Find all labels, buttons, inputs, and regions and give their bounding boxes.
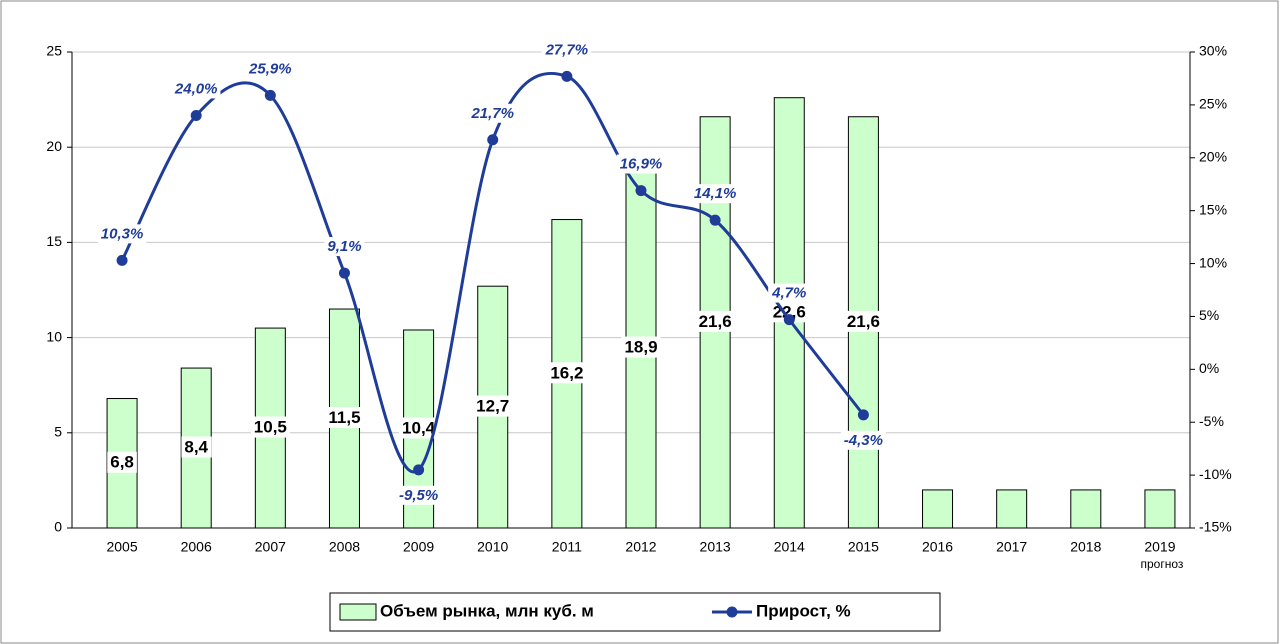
- y2-tick-label: 15%: [1199, 201, 1227, 217]
- line-value-label-bg: [324, 237, 365, 257]
- x-annotation: прогноз: [1140, 557, 1183, 571]
- y2-tick-label: 0%: [1199, 360, 1219, 376]
- y-tick-label: 10: [46, 328, 62, 344]
- line-value-label: 4,7%: [771, 285, 806, 302]
- bar-value-label-bg: [107, 451, 137, 473]
- x-tick-label: 2009: [403, 539, 434, 555]
- y2-tick-label: 5%: [1199, 307, 1219, 323]
- legend-label: Объем рынка, млн куб. м: [380, 601, 594, 620]
- legend-marker: [726, 606, 738, 618]
- legend-swatch: [339, 603, 377, 621]
- y-tick-label: 5: [54, 424, 62, 440]
- line-value-label: 25,9%: [248, 60, 292, 77]
- x-tick-label: 2006: [181, 539, 212, 555]
- y2-tick-label: 20%: [1199, 148, 1227, 164]
- y-tick-label: 20: [46, 138, 62, 154]
- y2-tick-label: -5%: [1199, 413, 1224, 429]
- bar-value-label: 11,5: [328, 408, 360, 427]
- x-tick-label: 2010: [477, 539, 508, 555]
- bar-value-label: 10,4: [402, 418, 436, 437]
- y2-tick-label: -10%: [1199, 466, 1232, 482]
- x-tick-label: 2017: [996, 539, 1027, 555]
- legend-box: [329, 592, 941, 632]
- line-point: [635, 185, 647, 197]
- line-value-label: 10,3%: [101, 225, 144, 242]
- bar-value-label: 16,2: [550, 363, 583, 382]
- line-point: [709, 214, 721, 226]
- bar: [1144, 489, 1176, 529]
- y2-tick-label: -15%: [1199, 519, 1232, 535]
- line-value-label: 24,0%: [174, 80, 218, 97]
- y2-tick-label: 25%: [1199, 96, 1227, 112]
- x-tick-label: 2005: [106, 539, 137, 555]
- line-value-label-bg: [541, 40, 592, 60]
- bar-value-label: 10,5: [254, 418, 287, 437]
- bar-value-label: 6,8: [110, 453, 134, 472]
- x-tick-label: 2007: [255, 539, 286, 555]
- line-point: [413, 464, 425, 476]
- line-value-label-bg: [97, 224, 147, 244]
- bar: [996, 489, 1028, 529]
- line: [120, 71, 865, 474]
- line-value-label: 14,1%: [694, 185, 737, 202]
- bar-value-label: 21,6: [847, 312, 880, 331]
- line-value-label-bg: [467, 103, 518, 123]
- line-point: [116, 254, 128, 266]
- x-tick-label: 2014: [774, 539, 805, 555]
- bar-value-label-bg: [399, 417, 439, 439]
- line-value-label-bg: [840, 430, 886, 450]
- y2-tick-label: 10%: [1199, 254, 1227, 270]
- line-point: [338, 267, 350, 279]
- bar-value-label-bg: [621, 336, 661, 358]
- line-point: [857, 409, 869, 421]
- line-point: [190, 109, 202, 121]
- line-point: [783, 314, 795, 326]
- bar-value-label-bg: [325, 407, 364, 429]
- line-value-label-bg: [245, 59, 295, 79]
- line-value-label-bg: [768, 283, 810, 303]
- x-tick-label: 2008: [329, 539, 360, 555]
- x-tick-label: 2015: [848, 539, 879, 555]
- x-tick-label: 2013: [700, 539, 731, 555]
- bar-value-label-bg: [250, 416, 290, 438]
- bar-value-label: 12,7: [476, 397, 509, 416]
- bar: [1070, 489, 1102, 529]
- line-point: [487, 134, 499, 146]
- line-point: [561, 70, 573, 82]
- line-point: [264, 89, 276, 101]
- line-value-label-bg: [616, 154, 666, 174]
- legend-label: Прирост, %: [756, 601, 851, 620]
- x-tick-label: 2016: [922, 539, 953, 555]
- bar-value-label-bg: [181, 436, 212, 458]
- y2-tick-label: 30%: [1199, 43, 1227, 59]
- bar-value-label-bg: [473, 395, 513, 417]
- line-value-label-bg: [396, 485, 442, 505]
- line-value-label: 27,7%: [545, 41, 589, 58]
- line-value-label: 16,9%: [620, 156, 663, 173]
- bar-value-label: 21,6: [699, 312, 732, 331]
- bar-value-label: 8,4: [184, 438, 208, 457]
- line-value-label: -4,3%: [844, 432, 883, 449]
- x-tick-label: 2011: [552, 539, 582, 555]
- x-tick-label: 2012: [625, 539, 656, 555]
- line-value-label-bg: [690, 184, 740, 204]
- bar-value-label-bg: [547, 362, 587, 384]
- line-value-label: -9,5%: [399, 487, 438, 504]
- x-tick-label: 2019: [1144, 539, 1175, 555]
- bar-value-label: 18,9: [624, 338, 657, 357]
- line-value-label-bg: [170, 79, 221, 99]
- x-tick-label: 2018: [1070, 539, 1101, 555]
- line-value-label: 9,1%: [327, 238, 361, 255]
- y-tick-label: 15: [46, 233, 62, 249]
- bar: [922, 489, 954, 529]
- y-tick-label: 0: [54, 519, 62, 535]
- y-tick-label: 25: [46, 43, 62, 59]
- line-value-label: 21,7%: [470, 105, 514, 122]
- bar-value-label-bg: [843, 310, 883, 332]
- bar-value-label-bg: [695, 310, 735, 332]
